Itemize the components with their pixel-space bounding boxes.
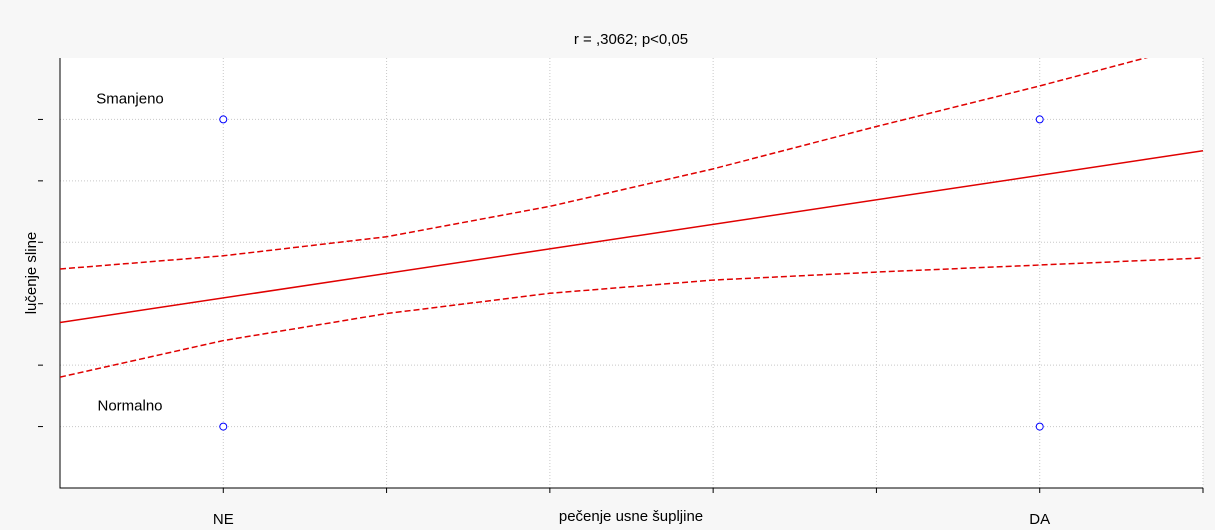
data-point — [1035, 115, 1044, 124]
x-axis-label: pečenje usne šupljine — [559, 508, 703, 525]
y-tick-label: Normalno — [97, 398, 162, 415]
data-point — [1035, 422, 1044, 431]
data-point — [219, 422, 228, 431]
y-axis-label: lučenje sline — [23, 232, 40, 315]
plot-area — [60, 58, 1203, 488]
chart-title: r = ,3062; p<0,05 — [574, 31, 688, 48]
x-tick-label: NE — [213, 511, 234, 528]
confidence-band — [60, 58, 1149, 270]
x-tick-label: DA — [1029, 511, 1050, 528]
y-tick-label: Smanjeno — [96, 90, 164, 107]
regression-line — [60, 150, 1203, 324]
confidence-band — [60, 257, 1203, 378]
axis-frame — [59, 58, 1203, 489]
data-point — [219, 115, 228, 124]
